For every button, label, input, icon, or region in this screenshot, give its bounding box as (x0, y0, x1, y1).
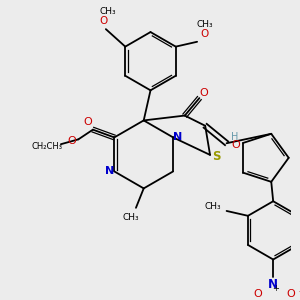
Text: S: S (213, 150, 221, 163)
Text: CH₂CH₃: CH₂CH₃ (32, 142, 63, 151)
Text: N: N (105, 167, 114, 176)
Text: O: O (67, 136, 76, 146)
Text: O: O (231, 140, 240, 150)
Text: O: O (84, 117, 92, 127)
Text: O: O (200, 88, 208, 98)
Text: N: N (173, 132, 183, 142)
Text: O: O (286, 290, 295, 299)
Text: O: O (100, 16, 108, 26)
Text: N: N (268, 278, 278, 291)
Text: O: O (201, 29, 209, 39)
Text: CH₃: CH₃ (205, 202, 221, 211)
Text: CH₃: CH₃ (100, 7, 116, 16)
Text: -: - (298, 285, 300, 298)
Text: O: O (253, 290, 262, 299)
Text: CH₃: CH₃ (123, 213, 140, 222)
Text: CH₃: CH₃ (196, 20, 213, 29)
Text: H: H (231, 132, 238, 142)
Text: +: + (272, 284, 279, 293)
